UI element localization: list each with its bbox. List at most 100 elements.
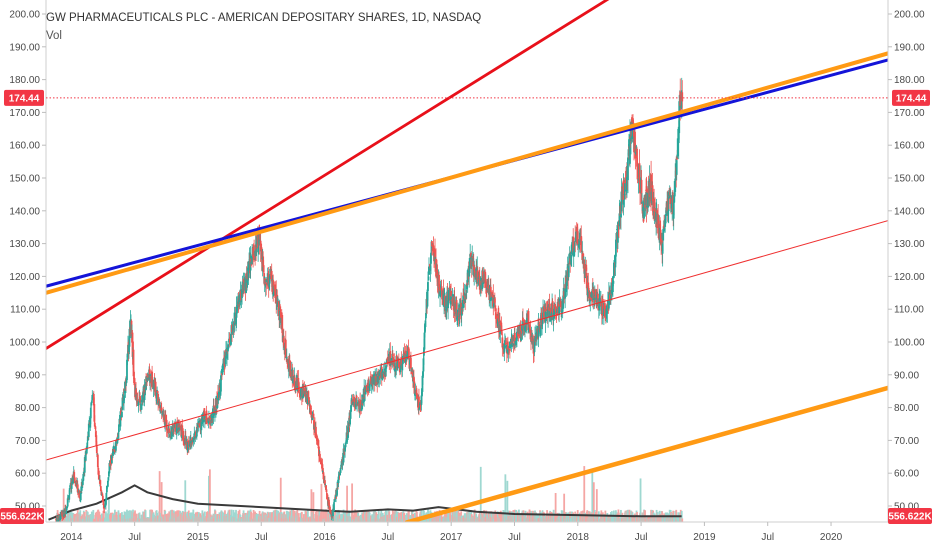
volume-bar (316, 515, 319, 522)
trendlines-layer[interactable] (46, 0, 888, 522)
candle-body (439, 291, 442, 295)
candle-body (235, 317, 237, 325)
trendline-thin-red[interactable] (46, 220, 888, 461)
candle-body (535, 332, 537, 341)
candle-body (249, 256, 252, 271)
candle-body (245, 272, 248, 280)
volume-bar (132, 509, 134, 522)
candle-body (373, 374, 376, 378)
volume-indicator-label[interactable]: Vol (46, 30, 62, 42)
volume-bar (445, 512, 447, 522)
volume-bar (107, 498, 110, 522)
volume-bar (473, 509, 476, 522)
candle-body (164, 414, 167, 424)
candle-body (500, 331, 503, 335)
candle-body (157, 403, 160, 405)
candle-body (569, 259, 572, 261)
volume-bar (398, 512, 401, 522)
candle-body (216, 394, 219, 408)
candle-body (226, 347, 228, 359)
volume-bar (335, 515, 337, 522)
candle-body (398, 366, 401, 368)
volume-bar (297, 513, 300, 522)
candle-body (555, 310, 558, 312)
candle-body (414, 393, 416, 396)
volume-bar (469, 512, 472, 522)
candle-body (422, 358, 425, 372)
candle-body (493, 298, 496, 303)
candle-body (318, 446, 320, 457)
candle-body (126, 355, 129, 358)
candle-body (184, 437, 187, 439)
candle-body (248, 260, 250, 269)
candle-body (636, 162, 639, 171)
candle-body (537, 322, 540, 338)
candle-body (306, 396, 309, 404)
volume-bar (348, 510, 350, 522)
candle-body (95, 446, 98, 454)
candle-body (74, 483, 77, 485)
candle-body (554, 304, 557, 308)
candle-body (84, 450, 87, 461)
candle-body (256, 235, 259, 249)
candle-body (504, 340, 507, 343)
candle-body (90, 403, 93, 406)
volume-bar (312, 492, 315, 522)
candle-body (608, 290, 611, 295)
volume-bar (217, 513, 219, 522)
candle-body (204, 418, 207, 420)
candle-body (531, 337, 533, 343)
candle-body (675, 160, 678, 175)
candle-body (586, 285, 589, 297)
candle-body (213, 405, 215, 407)
candle-body (577, 245, 580, 247)
candle-body (470, 257, 473, 260)
candle-body (200, 419, 203, 431)
candle-body (277, 301, 280, 316)
candle-body (423, 347, 425, 356)
candle-body (289, 361, 292, 377)
trendline-red-line[interactable] (46, 0, 647, 350)
candle-body (552, 313, 555, 321)
y-tick-label-left: 60.00 (15, 469, 40, 480)
candle-body (325, 489, 328, 493)
candle-body (529, 330, 532, 334)
candle-body (223, 355, 226, 366)
y-tick-label-right: 180.00 (894, 75, 925, 86)
volume-bar (81, 514, 84, 522)
candle-body (349, 419, 351, 425)
x-tick-label: Jul (128, 532, 141, 543)
candle-body (85, 446, 88, 454)
candle-body (110, 458, 112, 465)
candle-body (265, 280, 268, 282)
candle-body (295, 383, 298, 388)
volume-bar (98, 512, 101, 522)
candle-body (211, 414, 214, 421)
candle-body (231, 324, 233, 333)
candle-body (647, 188, 650, 194)
volume-bar (169, 510, 172, 522)
candle-body (100, 490, 103, 496)
candle-body (183, 440, 186, 443)
candle-body (545, 312, 548, 315)
candle-body (99, 486, 102, 491)
trendline-orange-line[interactable] (46, 51, 888, 295)
candle-body (136, 400, 139, 404)
candle-body (600, 302, 603, 307)
candle-body (104, 500, 107, 506)
y-tick-label-left: 130.00 (9, 239, 40, 250)
candle-body (129, 319, 132, 334)
volume-bar (667, 513, 670, 522)
candle-body (460, 302, 463, 315)
candle-body (573, 249, 576, 256)
trendline-orange-line[interactable] (404, 385, 888, 522)
candle-body (465, 283, 468, 290)
candle-body (309, 405, 312, 410)
volume-bar (359, 514, 362, 522)
candle-body (416, 394, 419, 401)
candle-body (673, 189, 676, 197)
candle-body (158, 402, 161, 409)
volume-bar (505, 513, 508, 522)
candle-body (140, 403, 142, 410)
